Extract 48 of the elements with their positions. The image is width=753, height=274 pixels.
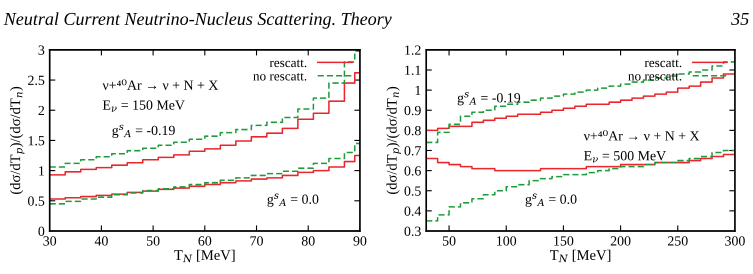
x-tick-label: 100 <box>497 236 516 246</box>
legend-label: rescatt. <box>270 60 306 68</box>
y-tick-label: 1.2 <box>405 45 421 55</box>
x-tick-label: 70 <box>250 236 263 246</box>
y-tick-label: 1 <box>416 86 421 95</box>
legend-label: no rescatt. <box>253 72 306 81</box>
y-tick-label: 2.5 <box>28 76 44 86</box>
y-tick-label: 3 <box>38 45 44 55</box>
annotation: ν+⁴⁰Ar → ν + N + X <box>102 79 218 90</box>
y-axis-title: (dσ/dT$_{p}$)/(dσ/dT$_{n}$) <box>386 86 401 194</box>
y-tick-label: 1.1 <box>405 66 421 76</box>
legend-label: rescatt. <box>644 60 682 68</box>
x-tick-label: 50 <box>442 236 456 246</box>
annotation: E$_{ν}$ = 500 MeV <box>584 151 666 162</box>
annotation: g$^{s}$$_{A}$ = 0.0 <box>267 194 318 207</box>
y-tick-label: 0.9 <box>404 106 421 116</box>
y-axis-title: (dσ/dT$_{p}$)/(dσ/dT$_{n}$) <box>10 86 24 194</box>
x-tick-label: 80 <box>302 236 315 246</box>
x-tick-label: 300 <box>725 236 745 246</box>
text: 35 <box>731 12 749 26</box>
y-tick-label: 1 <box>39 166 44 176</box>
annotation: g$^{s}$$_{A}$ = -0.19 <box>458 92 520 106</box>
x-tick-label: 90 <box>353 236 366 246</box>
x-axis-title: T$_{N}$ [MeV] <box>550 250 610 262</box>
x-tick-label: 60 <box>198 236 212 246</box>
y-tick-label: 0.4 <box>404 206 422 216</box>
y-tick-label: 0.5 <box>404 186 421 196</box>
y-tick-label: 0.6 <box>404 166 421 176</box>
y-tick-label: 2 <box>38 106 44 116</box>
y-tick-label: 0.8 <box>404 126 421 136</box>
x-tick-label: 30 <box>43 236 56 246</box>
x-axis-title: T$_{N}$ [MeV] <box>174 250 235 262</box>
annotation: g$^{s}$$_{A}$ = 0.0 <box>526 194 577 207</box>
x-tick-label: 40 <box>94 236 108 246</box>
x-tick-label: 200 <box>610 236 630 246</box>
y-tick-label: 0.5 <box>28 196 44 206</box>
x-tick-label: 250 <box>668 236 688 246</box>
x-tick-label: 50 <box>146 236 160 246</box>
text: Neutral Current Neutrino-Nucleus Scattering. Theory <box>4 12 392 29</box>
y-tick-label: 1.5 <box>28 136 44 146</box>
annotation: g$^{s}$$_{A}$ = -0.19 <box>112 124 175 138</box>
annotation: E$_{ν}$ = 150 MeV <box>102 100 185 112</box>
y-tick-label: 0.3 <box>404 226 421 236</box>
y-tick-label: 0 <box>38 226 44 236</box>
x-tick-label: 150 <box>554 236 574 246</box>
legend-label: no rescatt. <box>628 72 682 81</box>
annotation: ν+⁴⁰Ar → ν + N + X <box>584 130 700 141</box>
y-tick-label: 0.7 <box>404 146 421 156</box>
